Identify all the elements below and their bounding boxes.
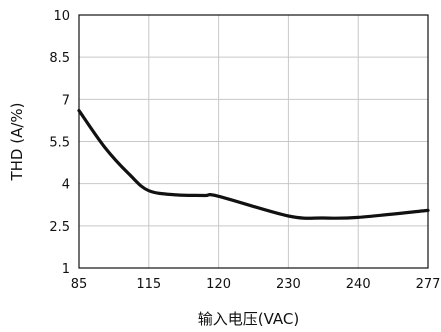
y-tick-label: 8.5 bbox=[49, 51, 70, 66]
y-tick-label: 1 bbox=[62, 262, 70, 277]
x-tick-labels: 85 115 120 230 240 277 bbox=[71, 277, 441, 292]
x-tick-label: 277 bbox=[416, 277, 441, 292]
x-tick-label: 230 bbox=[276, 277, 301, 292]
thd-curve bbox=[77, 109, 430, 220]
plot-border bbox=[78, 14, 429, 269]
y-tick-label: 5.5 bbox=[49, 136, 70, 151]
y-tick-label: 4 bbox=[62, 178, 70, 193]
grid-lines bbox=[79, 15, 428, 268]
x-tick-label: 240 bbox=[346, 277, 371, 292]
y-tick-label: 7 bbox=[62, 93, 70, 108]
x-tick-label: 120 bbox=[206, 277, 231, 292]
y-tick-labels: 10 8.5 7 5.5 4 2.5 1 bbox=[49, 9, 70, 277]
x-tick-label: 115 bbox=[136, 277, 161, 292]
x-axis-label: 输入电压(VAC) bbox=[198, 310, 299, 328]
y-axis-label: THD (A/%) bbox=[8, 102, 26, 181]
x-tick-label: 85 bbox=[71, 277, 88, 292]
y-tick-label: 2.5 bbox=[49, 220, 70, 235]
y-tick-label: 10 bbox=[53, 9, 70, 24]
